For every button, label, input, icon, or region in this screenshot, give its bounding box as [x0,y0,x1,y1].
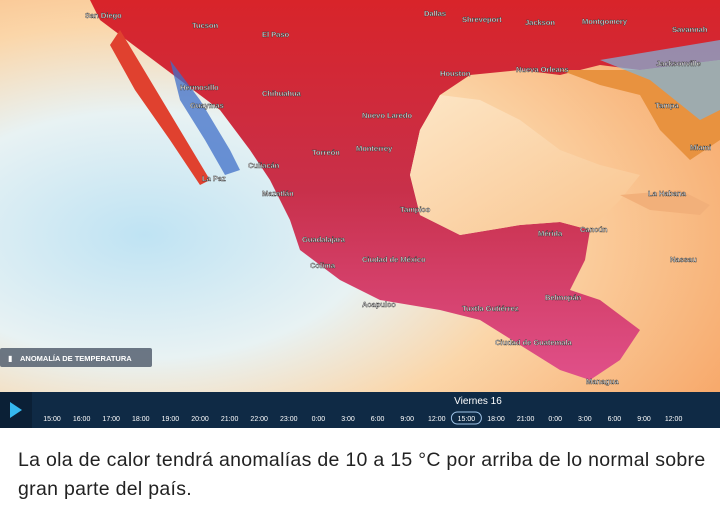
time-tick[interactable]: 6:00 [608,416,622,423]
selected-time [450,411,482,425]
time-tick[interactable]: 9:00 [400,416,414,423]
city-label: La Paz [202,174,226,183]
legend-icon: ▮ [8,354,12,363]
city-label: Torreón [312,148,340,157]
city-label: Monterrey [356,144,393,153]
city-label: Belmopán [545,293,582,302]
time-tick[interactable]: 3:00 [578,416,592,423]
city-label: Hermosillo [180,83,219,92]
baja-california [110,30,210,185]
city-label: El Paso [262,30,290,39]
city-label: San Diego [85,11,122,20]
city-label: Ciudad de Guatemala [495,338,573,347]
city-label: Guaymas [190,101,224,110]
time-tick[interactable]: 22:00 [250,416,268,423]
time-tick[interactable]: 0:00 [312,416,326,423]
timeline-bar [0,392,720,428]
time-tick[interactable]: 3:00 [341,416,355,423]
city-label: Shreveport [462,15,502,24]
time-tick[interactable]: 16:00 [73,416,91,423]
city-label: Acapulco [362,300,396,309]
timeline-day: Viernes 16 [454,396,502,407]
time-tick[interactable]: 12:00 [428,416,446,423]
city-label: Montgomery [582,17,628,26]
city-label: Tucson [192,21,219,30]
land-mass [90,0,720,380]
city-label: La Habana [648,189,687,198]
weather-map: ▮ ANOMALÍA DE TEMPERATURA Viernes 16 San… [0,0,720,428]
city-label: Ciudad de México [362,255,426,264]
time-tick[interactable]: 23:00 [280,416,298,423]
cuba [620,190,710,215]
time-tick[interactable]: 20:00 [191,416,209,423]
time-tick[interactable]: 9:00 [637,416,651,423]
city-label: Culiacán [248,161,280,170]
gulf-of-mexico [410,95,640,235]
time-tick[interactable]: 0:00 [548,416,562,423]
city-label: Jackson [525,18,555,27]
city-label: Savannah [672,25,708,34]
city-label: Managua [586,377,619,386]
play-button[interactable] [10,402,22,418]
city-label: Chihuahua [262,89,302,98]
time-tick[interactable]: 21:00 [517,416,535,423]
city-label: Cancún [580,225,608,234]
time-tick[interactable]: 18:00 [487,416,505,423]
city-label: Mérida [538,229,563,238]
gulf-of-california [170,60,240,175]
caption: La ola de calor tendrá anomalías de 10 a… [18,449,706,500]
time-tick[interactable]: 21:00 [221,416,239,423]
city-label: Jacksonville [656,59,701,68]
time-tick[interactable]: 6:00 [371,416,385,423]
city-label: Tampico [400,205,431,214]
time-tick[interactable]: 19:00 [162,416,180,423]
city-label: Tuxtla Gutiérrez [462,304,519,313]
time-tick[interactable]: 12:00 [665,416,683,423]
city-label: Guadalajara [302,235,346,244]
time-tick[interactable]: 15:00 [43,416,61,423]
legend-label: ANOMALÍA DE TEMPERATURA [20,354,132,363]
time-tick[interactable]: 15:00 [458,416,476,423]
legend-box [0,348,152,367]
city-label: Colima [310,261,336,270]
city-label: Dallas [424,9,446,18]
city-label: Houston [440,69,471,78]
city-label: Mazatlán [262,189,294,198]
city-label: Nueva Orleans [516,65,569,74]
city-label: Miami [690,143,711,152]
time-tick[interactable]: 17:00 [102,416,120,423]
city-label: Nassau [670,255,697,264]
city-label: Nuevo Laredo [362,111,412,120]
cool-anomaly [600,40,720,120]
city-label: Tampa [655,101,679,110]
time-tick[interactable]: 18:00 [132,416,150,423]
